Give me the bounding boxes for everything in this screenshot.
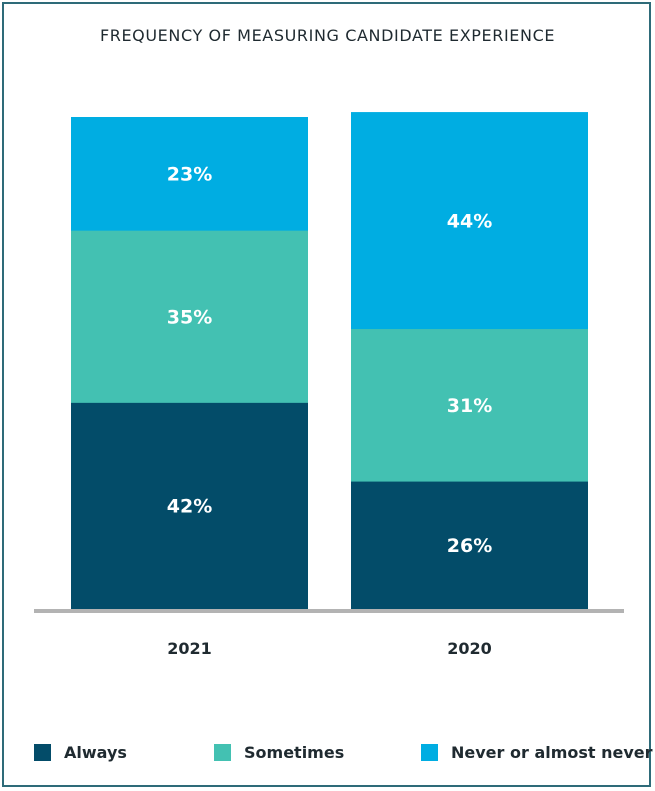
legend-swatch-sometimes: [214, 744, 231, 761]
legend-label-sometimes: Sometimes: [244, 743, 345, 762]
data-label-2021-never-or-almost-never: 23%: [167, 164, 212, 186]
data-label-2020-never-or-almost-never: 44%: [447, 210, 492, 232]
legend-label-always: Always: [64, 743, 127, 762]
x-tick-label-2021: 2021: [167, 639, 212, 658]
bar-segment-2021-always: [71, 402, 308, 610]
data-label-2020-always: 26%: [447, 535, 492, 557]
data-label-2020-sometimes: 31%: [447, 395, 492, 417]
legend-item-sometimes: Sometimes: [214, 743, 344, 762]
x-tick-label-2020: 2020: [447, 639, 492, 658]
x-axis-baseline: [34, 609, 624, 613]
bar-segment-2020-sometimes: [351, 328, 588, 482]
legend-swatch-always: [34, 744, 51, 761]
data-label-2021-always: 42%: [167, 496, 212, 518]
legend-label-never: Never or almost never: [451, 743, 653, 762]
legend-swatch-never: [421, 744, 438, 761]
chart-title: FREQUENCY OF MEASURING CANDIDATE EXPERIE…: [99, 26, 556, 45]
data-label-2021-sometimes: 35%: [167, 306, 212, 328]
legend-item-always: Always: [34, 743, 127, 762]
legend-item-never: Never or almost never: [421, 743, 653, 762]
bar-segment-2020-never-or-almost-never: [351, 112, 588, 330]
bar-segment-2021-never-or-almost-never: [71, 117, 308, 231]
legend: Always Sometimes Never or almost never: [0, 743, 655, 767]
bar-segment-2020-always: [351, 481, 588, 610]
bar-segment-2021-sometimes: [71, 230, 308, 403]
